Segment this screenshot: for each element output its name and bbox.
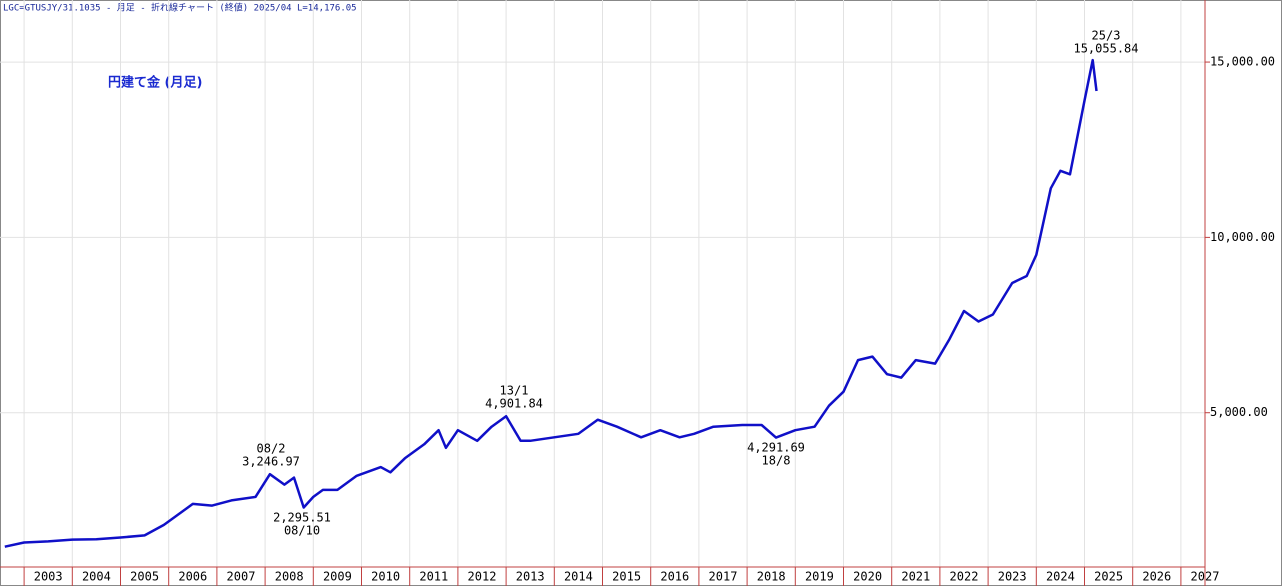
annotation: 4,291.69 (747, 441, 805, 455)
x-tick-label: 2008 (275, 570, 304, 584)
x-tick-label: 2024 (1046, 570, 1075, 584)
x-tick-label: 2006 (178, 570, 207, 584)
x-tick-label: 2020 (853, 570, 882, 584)
x-tick-label: 2013 (516, 570, 545, 584)
x-tick-label: 2021 (901, 570, 930, 584)
x-tick-label: 2018 (757, 570, 786, 584)
x-tick-label: 2015 (612, 570, 641, 584)
x-tick-label: 2022 (950, 570, 979, 584)
x-tick-label: 2007 (227, 570, 256, 584)
annotation: 08/2 (257, 442, 286, 456)
annotation: 13/1 (500, 384, 529, 398)
x-tick-label: 2019 (805, 570, 834, 584)
x-tick-label: 2004 (82, 570, 111, 584)
annotation: 18/8 (762, 454, 791, 468)
x-tick-label: 2025 (1094, 570, 1123, 584)
x-tick-label: 2005 (130, 570, 159, 584)
annotation: 25/3 (1092, 29, 1121, 43)
y-tick-label: 5,000.00 (1210, 405, 1268, 419)
x-tick-label: 2012 (468, 570, 497, 584)
annotation: 08/10 (284, 524, 320, 538)
annotation: 3,246.97 (242, 455, 300, 469)
y-tick-label: 15,000.00 (1210, 55, 1275, 69)
annotation: 2,295.51 (273, 511, 331, 525)
x-tick-label: 2011 (419, 570, 448, 584)
annotation: 4,901.84 (485, 397, 543, 411)
x-tick-label: 2017 (709, 570, 738, 584)
x-tick-label: 2014 (564, 570, 593, 584)
x-tick-label: 2010 (371, 570, 400, 584)
x-tick-label: 2016 (660, 570, 689, 584)
chart-title: 円建て金 (月足) (108, 75, 202, 91)
x-tick-label: 2003 (34, 570, 63, 584)
y-tick-label: 10,000.00 (1210, 230, 1275, 244)
x-tick-label: 2009 (323, 570, 352, 584)
x-tick-label: 2023 (998, 570, 1027, 584)
header: LGC=GTUSJY/31.1035 - 月足 - 折れ線チャート (終値) 2… (3, 2, 357, 14)
annotations: 25/3 15,055.84 13/1 4,901.84 08/2 3,246.… (242, 29, 1138, 538)
x-tick-label: 2026 (1142, 570, 1171, 584)
line (4, 58, 1098, 548)
annotation: 15,055.84 (1073, 42, 1138, 56)
